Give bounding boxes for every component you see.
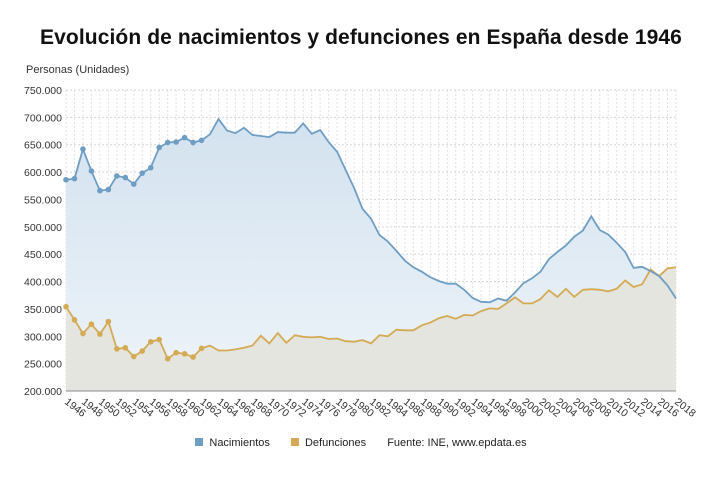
point-nacimientos xyxy=(181,134,188,141)
point-nacimientos xyxy=(80,146,86,152)
point-defunciones xyxy=(173,349,179,356)
chart-title: Evolución de nacimientos y defunciones e… xyxy=(40,26,682,49)
y-axis-unit-label: Personas (Unidades) xyxy=(26,64,130,76)
legend-swatch-nacimientos xyxy=(195,438,204,447)
legend-swatch-defunciones xyxy=(290,438,299,447)
point-defunciones xyxy=(198,345,205,352)
area-defunciones xyxy=(66,267,676,391)
area-layer xyxy=(66,119,676,391)
point-nacimientos xyxy=(190,139,196,146)
point-defunciones xyxy=(114,346,120,352)
point-nacimientos xyxy=(198,137,205,144)
point-nacimientos xyxy=(156,144,162,151)
y-tick-label: 600.000 xyxy=(24,167,62,179)
legend-label-defunciones: Defunciones xyxy=(304,437,367,450)
point-nacimientos xyxy=(139,170,146,176)
point-defunciones xyxy=(139,348,146,354)
y-tick-label: 500.000 xyxy=(24,222,62,234)
point-defunciones xyxy=(190,354,196,360)
legend-label-nacimientos: Nacimientos xyxy=(209,437,270,450)
point-nacimientos xyxy=(130,181,137,187)
legend: Nacimientos Defunciones Fuente: INE, www… xyxy=(0,437,722,449)
y-tick-label: 650.000 xyxy=(24,140,62,152)
point-defunciones xyxy=(156,336,162,343)
point-nacimientos xyxy=(122,174,129,181)
point-defunciones xyxy=(181,350,188,357)
point-defunciones xyxy=(122,344,129,351)
y-tick-label: 350.000 xyxy=(24,304,62,316)
y-tick-label: 400.000 xyxy=(24,277,62,289)
point-nacimientos xyxy=(114,173,120,179)
point-nacimientos xyxy=(88,168,95,174)
y-tick-label: 750.000 xyxy=(24,85,62,97)
point-nacimientos xyxy=(147,164,154,171)
point-nacimientos xyxy=(71,175,78,182)
point-defunciones xyxy=(164,355,171,362)
point-nacimientos xyxy=(105,186,112,193)
y-tick-label: 550.000 xyxy=(24,194,62,206)
y-tick-label: 250.000 xyxy=(24,359,62,371)
point-defunciones xyxy=(63,303,69,310)
point-defunciones xyxy=(88,321,95,328)
legend-item-nacimientos[interactable]: Nacimientos xyxy=(195,437,270,449)
point-nacimientos xyxy=(164,139,171,146)
legend-item-defunciones[interactable]: Defunciones xyxy=(290,437,367,450)
point-defunciones xyxy=(147,338,154,345)
point-nacimientos xyxy=(173,139,179,145)
source-note: Fuente: INE, www.epdata.es xyxy=(387,437,527,450)
y-tick-label: 450.000 xyxy=(24,249,62,261)
point-defunciones xyxy=(130,353,137,360)
point-defunciones xyxy=(80,330,86,337)
point-nacimientos xyxy=(97,187,103,194)
point-nacimientos xyxy=(63,176,69,183)
y-tick-label: 700.000 xyxy=(24,112,62,124)
y-tick-label: 300.000 xyxy=(24,331,62,343)
point-layer xyxy=(63,134,205,362)
y-tick-label: 200.000 xyxy=(24,386,62,398)
point-defunciones xyxy=(97,331,103,337)
point-defunciones xyxy=(105,318,112,325)
point-defunciones xyxy=(71,317,78,323)
